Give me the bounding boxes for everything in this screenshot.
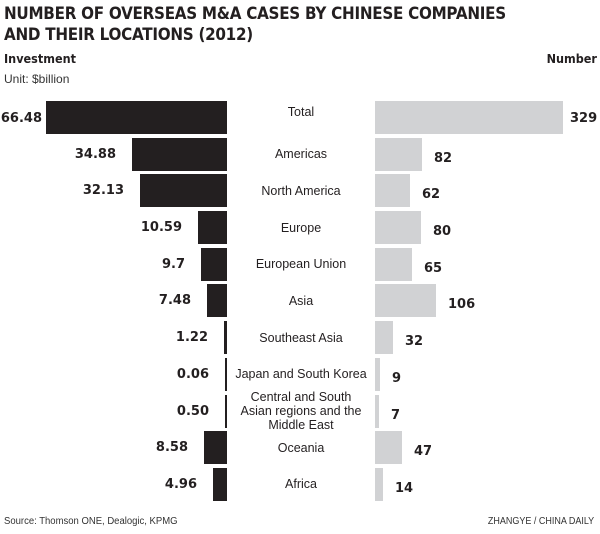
investment-bar <box>46 101 227 134</box>
chart-row: 7.48 Asia 106 <box>0 283 600 320</box>
chart-row: 66.48 Total 329 <box>0 100 600 137</box>
investment-value: 66.48 <box>0 111 42 126</box>
category-label: Americas <box>274 147 328 162</box>
investment-value: 9.7 <box>161 256 185 272</box>
number-value: 80 <box>433 224 452 240</box>
number-value: 62 <box>422 187 441 203</box>
chart-row: 10.59 Europe 80 <box>0 210 600 247</box>
chart-row: 9.7 European Union 65 <box>0 247 600 284</box>
investment-bar <box>201 247 227 281</box>
number-value: 106 <box>448 297 476 313</box>
number-value: 329 <box>570 111 598 126</box>
chart-row: 8.58 Oceania 47 <box>0 430 600 467</box>
chart-row: 4.96 Africa 14 <box>0 467 600 504</box>
number-value: 82 <box>434 150 453 166</box>
category-label: Total <box>287 104 315 119</box>
chart-title-line-2: AND THEIR LOCATIONS (2012) <box>4 25 253 44</box>
number-bar <box>375 431 402 465</box>
category-label: Southeast Asia <box>259 330 343 345</box>
number-value: 14 <box>395 480 414 496</box>
investment-bar <box>224 321 227 355</box>
investment-bar <box>204 431 227 465</box>
chart-row: 34.88 Americas 82 <box>0 137 600 174</box>
number-value: 65 <box>424 260 443 276</box>
investment-value: 0.06 <box>176 366 209 382</box>
category-label: Central and South Asian regions and the … <box>240 389 362 432</box>
butterfly-bar-chart: 66.48 Total 329 34.88 Americas 82 32.13 North A… <box>0 100 600 504</box>
number-value: 9 <box>392 370 402 386</box>
number-bar <box>375 357 380 391</box>
number-value: 7 <box>391 407 401 423</box>
number-header: Number <box>546 51 597 66</box>
category-label: Europe <box>280 220 322 235</box>
chart-title-line-1: NUMBER OF OVERSEAS M&A CASES BY CHINESE … <box>4 4 506 23</box>
investment-value: 7.48 <box>158 293 191 309</box>
credit-note: ZHANGYE / CHINA DAILY <box>487 516 594 527</box>
investment-value: 10.59 <box>140 220 182 236</box>
number-bar <box>375 247 412 281</box>
number-bar <box>375 394 379 428</box>
number-value: 47 <box>414 444 433 460</box>
category-label: Japan and South Korea <box>235 367 367 382</box>
number-bar <box>375 101 563 134</box>
chart-row: 1.22 Southeast Asia 32 <box>0 320 600 357</box>
investment-value: 34.88 <box>74 146 116 162</box>
category-label: Asia <box>288 293 314 308</box>
investment-value: 8.58 <box>155 440 188 456</box>
investment-value: 0.50 <box>176 403 209 419</box>
number-bar <box>375 211 421 245</box>
investment-bar <box>140 174 227 208</box>
investment-bar <box>132 137 227 171</box>
investment-bar <box>213 467 227 501</box>
chart-row: 0.50 Central and South Asian regions and … <box>0 390 600 432</box>
number-bar <box>375 174 410 208</box>
category-label: European Union <box>255 257 347 272</box>
category-label: Oceania <box>277 440 325 455</box>
number-bar <box>375 321 393 355</box>
category-label: Africa <box>285 477 317 492</box>
number-bar <box>375 467 383 501</box>
number-bar <box>375 284 436 318</box>
investment-header: Investment <box>4 51 76 66</box>
investment-bar <box>207 284 227 318</box>
source-note: Source: Thomson ONE, Dealogic, KPMG <box>4 516 178 527</box>
number-value: 32 <box>405 334 424 350</box>
investment-value: 4.96 <box>164 476 197 492</box>
unit-label: Unit: $billion <box>4 72 70 86</box>
number-bar <box>375 137 422 171</box>
investment-bar <box>225 357 227 391</box>
investment-bar <box>198 211 227 245</box>
category-label: North America <box>261 183 341 198</box>
chart-row: 32.13 North America 62 <box>0 173 600 210</box>
investment-value: 1.22 <box>175 330 208 346</box>
chart-title: NUMBER OF OVERSEAS M&A CASES BY CHINESE … <box>4 3 506 45</box>
chart-row: 0.06 Japan and South Korea 9 <box>0 357 600 394</box>
investment-value: 32.13 <box>82 183 124 199</box>
investment-bar <box>225 394 227 428</box>
